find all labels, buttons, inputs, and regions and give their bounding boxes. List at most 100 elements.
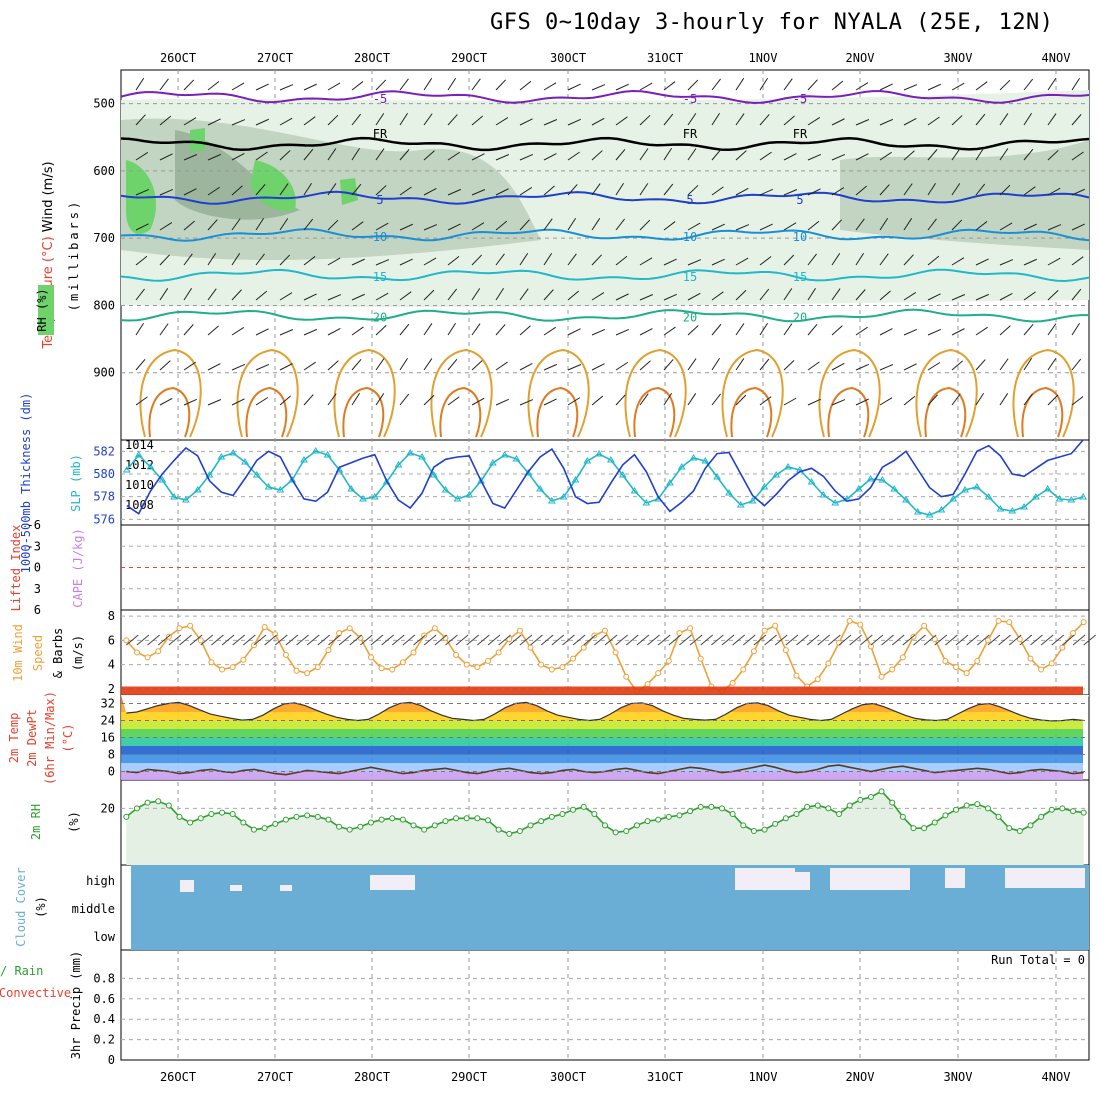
wind-barb — [807, 253, 817, 266]
isotherm-30 — [924, 386, 967, 438]
wind-speed-point — [495, 649, 502, 656]
wind-speed-point — [729, 679, 736, 686]
wind-speed-point — [814, 676, 821, 683]
temp-color-band — [121, 686, 1083, 695]
wind-barb — [231, 363, 246, 371]
isotherm-30 — [148, 386, 191, 438]
wind-barb — [735, 323, 745, 336]
right-tick-label: 1008 — [125, 498, 154, 512]
rh2m-point — [123, 813, 130, 820]
wind-barb — [663, 221, 676, 231]
wind-barb — [951, 219, 963, 231]
wind-barb — [567, 253, 577, 266]
isotherm-label: FR — [683, 127, 698, 141]
wind-barb — [207, 399, 222, 406]
wind-speed-point — [1059, 644, 1066, 651]
x-top-tick-label: 30OCT — [550, 51, 586, 65]
wind-barb — [183, 253, 193, 266]
wind-barb — [231, 289, 242, 301]
wind-barb — [783, 254, 795, 266]
isotherm-30 — [342, 386, 385, 438]
wind-barb — [759, 322, 768, 336]
wind-barb-10m — [657, 634, 671, 646]
slp-point — [772, 471, 781, 478]
wind-barb — [639, 114, 651, 126]
wind-barb — [375, 292, 389, 301]
isotherm-25 — [430, 348, 493, 438]
temp-tick-label: 0 — [108, 765, 115, 779]
wind-barb — [879, 151, 892, 161]
wind-barb — [567, 364, 582, 371]
rh2m-point — [804, 803, 811, 810]
wind-barb — [783, 78, 793, 91]
wind-barb-10m — [1008, 634, 1022, 646]
slp-point — [182, 496, 190, 503]
wind-barb — [831, 325, 843, 336]
wind-barb-10m — [200, 634, 214, 646]
wind-barb — [999, 325, 1011, 336]
wind-barb — [207, 288, 217, 301]
wind-barb — [759, 151, 772, 161]
wind-barb-10m — [668, 634, 682, 646]
wind-barb — [375, 259, 390, 266]
wind-speed-point — [687, 625, 694, 632]
wind-barb — [519, 186, 533, 196]
wind-speed-point — [559, 664, 566, 671]
wind-barb — [927, 362, 941, 371]
wind-barb-10m — [881, 634, 894, 646]
wind-barb — [831, 80, 844, 91]
wind-barb — [903, 328, 918, 336]
wind-barb-10m — [1030, 634, 1043, 646]
wind-barb — [567, 217, 577, 231]
slp-point — [902, 496, 910, 503]
wind-barb — [1023, 258, 1037, 266]
slp-point — [1079, 493, 1087, 500]
wind-barb — [279, 329, 294, 336]
wind-barb — [783, 323, 793, 336]
page-title: GFS 0~10day 3-hourly for NYALA (25E, 12N… — [490, 10, 1054, 35]
wind-speed-point — [1080, 619, 1087, 626]
wind-barb — [519, 118, 533, 126]
wind-barb — [279, 395, 291, 406]
isotherm-line — [120, 308, 1089, 323]
rh2m-point — [1027, 822, 1034, 829]
x-top-tick-label: 26OCT — [160, 51, 196, 65]
wind-barb-10m — [221, 634, 235, 646]
wind-barb — [231, 398, 245, 406]
wind-speed-point — [229, 664, 236, 671]
wind-barb-10m — [157, 634, 171, 646]
x-top-tick-label: 4NOV — [1042, 51, 1071, 65]
wind-barb — [543, 363, 558, 371]
wind-barb — [783, 397, 797, 406]
wind-barb-10m — [136, 634, 150, 646]
wind-barb — [807, 79, 818, 91]
wind-speed-point — [1048, 660, 1055, 667]
wind-barb — [207, 252, 217, 266]
wind-barb-10m — [998, 634, 1011, 646]
isotherm-25 — [1012, 348, 1075, 438]
wind-barb — [687, 358, 697, 371]
wind-speed-label: Speed — [31, 635, 45, 671]
wind-barb — [879, 184, 890, 196]
wind-barb — [855, 82, 869, 91]
wind-barb — [495, 324, 506, 336]
slp-point — [465, 491, 474, 498]
rh2m-point — [336, 823, 343, 830]
slp-point — [311, 447, 320, 454]
x-top-tick-label: 2NOV — [846, 51, 875, 65]
wind-barb — [735, 113, 745, 126]
wind-barb — [255, 397, 269, 406]
wind-barb-10m — [764, 634, 777, 646]
rh2m-point — [250, 826, 257, 833]
wind-barbs-label: & Barbs — [51, 628, 65, 679]
wind-barb-10m — [434, 634, 448, 646]
wind-barb — [831, 362, 845, 371]
slp-point — [241, 458, 249, 465]
wind-barb — [447, 288, 458, 301]
wind-barb — [951, 360, 963, 371]
wind-barb — [351, 293, 365, 301]
wind-barb — [471, 397, 485, 406]
wind-barb — [543, 398, 557, 406]
wind-barb — [327, 219, 339, 231]
wind-barb — [351, 258, 365, 266]
